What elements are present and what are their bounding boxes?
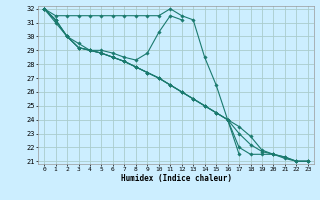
- X-axis label: Humidex (Indice chaleur): Humidex (Indice chaleur): [121, 174, 231, 183]
